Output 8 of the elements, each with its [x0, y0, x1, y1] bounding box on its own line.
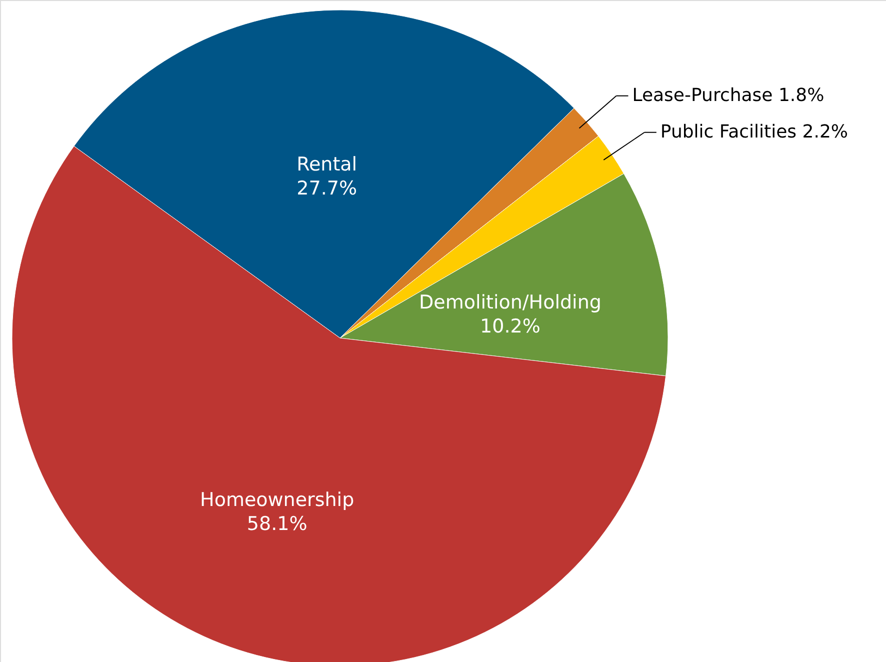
slice-label: Homeownership [200, 489, 354, 512]
slice-label: Demolition/Holding [418, 292, 602, 314]
slice-label: Lease-Purchase 1.8% [632, 84, 824, 106]
data-label: 27.7% [296, 178, 358, 200]
slice-label: Rental [296, 154, 358, 176]
data-label: 10.2% [480, 316, 540, 338]
data-label: 58.1% [246, 513, 308, 536]
slice-label: Public Facilities 2.2% [660, 121, 848, 142]
